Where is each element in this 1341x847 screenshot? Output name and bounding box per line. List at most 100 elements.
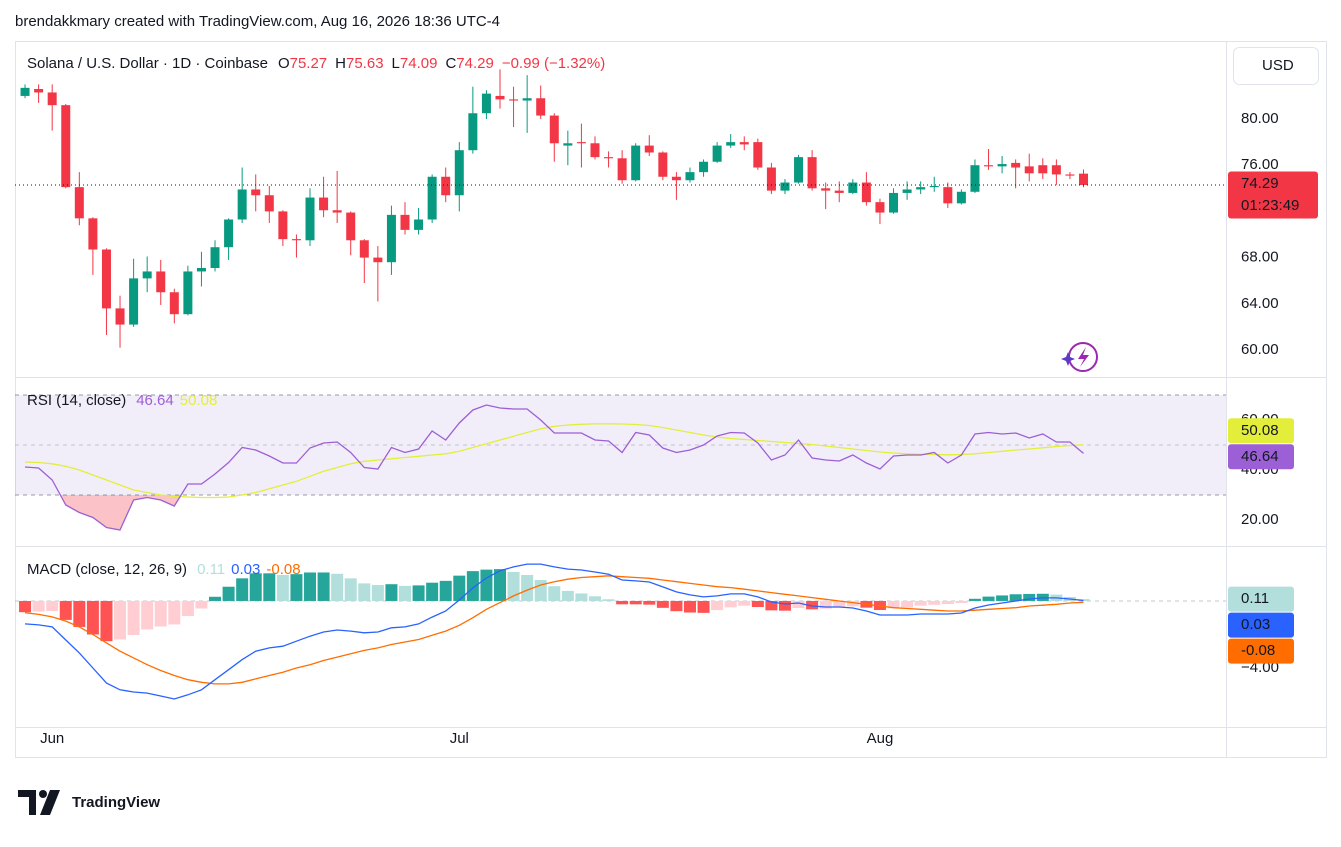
- candle-body: [997, 164, 1007, 167]
- candle-body: [834, 190, 844, 193]
- x-tick-label: Jun: [40, 730, 64, 747]
- macd-value: 0.03: [231, 561, 260, 578]
- candle-body: [956, 191, 966, 204]
- macd-histogram-bar: [114, 600, 127, 640]
- candle-body: [726, 142, 736, 146]
- change: −0.99 (−1.32%): [502, 55, 605, 72]
- brand: TradingView: [72, 794, 160, 811]
- currency[interactable]: USD: [1262, 57, 1294, 74]
- candle-body: [115, 308, 125, 325]
- symbol-title: Solana / U.S. Dollar · 1D · Coinbase: [27, 55, 268, 72]
- brand-logo: [18, 790, 60, 815]
- macd-histogram-bar: [602, 599, 615, 601]
- candle-body: [604, 157, 614, 159]
- macd-histogram-bar: [426, 582, 439, 601]
- macd-histogram-bar: [59, 600, 72, 620]
- macd-histogram-bar: [643, 600, 656, 605]
- candle-body: [1079, 173, 1089, 185]
- macd-histogram-bar: [331, 573, 344, 601]
- macd-histogram-bar: [778, 600, 791, 611]
- candle-body: [142, 271, 152, 279]
- pane: [15, 394, 1226, 531]
- macd-histogram-bar: [399, 585, 412, 601]
- candle-body: [210, 247, 220, 268]
- candle-body: [671, 176, 681, 181]
- macd-signal-value: -0.08: [266, 561, 300, 578]
- logo-part: [39, 790, 47, 798]
- candle-body: [47, 92, 57, 106]
- macd-histogram-bar: [534, 580, 547, 601]
- candle-body: [278, 211, 288, 240]
- macd-axis-label: 0.03: [1241, 616, 1270, 633]
- macd-histogram-bar: [344, 578, 357, 601]
- candle-body: [509, 99, 519, 101]
- candle-body: [549, 115, 559, 144]
- candle-body: [984, 165, 994, 167]
- lightning-icon[interactable]: [1061, 342, 1098, 372]
- macd-histogram-bar: [507, 571, 520, 601]
- macd-histogram-bar: [371, 585, 384, 601]
- macd-histogram-bar: [439, 580, 452, 601]
- candle-body: [427, 176, 437, 220]
- macd-histogram-bar: [263, 573, 276, 601]
- macd-axis-label-box: [1228, 612, 1294, 638]
- macd-histogram-bar: [656, 600, 669, 608]
- candle-body: [536, 98, 546, 116]
- candle-body: [1038, 165, 1048, 174]
- macd-hist-axis-label: 0.11: [1241, 590, 1269, 607]
- candle-body: [156, 271, 166, 293]
- candle-body: [468, 113, 478, 151]
- macd-histogram-bar: [385, 584, 398, 601]
- macd-histogram-bar: [914, 600, 927, 606]
- macd-histogram-bar: [100, 600, 113, 642]
- legend: RSI (14, close) 46.64 50.08: [27, 392, 217, 409]
- candle-body: [346, 212, 356, 241]
- candle-body: [251, 189, 261, 196]
- chart-frame: [15, 41, 1327, 758]
- macd-histogram-bar: [629, 600, 642, 605]
- macd-histogram-bar: [928, 600, 941, 605]
- candle-body: [481, 93, 491, 114]
- candle-body: [441, 176, 451, 196]
- macd-histogram-bar: [181, 600, 194, 617]
- candle-body: [970, 165, 980, 192]
- macd-histogram-bar: [304, 572, 317, 601]
- y-tick-label: 68.00: [1241, 249, 1279, 266]
- macd-histogram-bar: [968, 598, 981, 601]
- candle-body: [780, 182, 790, 191]
- macd-histogram-bar: [575, 593, 588, 601]
- macd-histogram-bar: [941, 600, 954, 604]
- macd-histogram-bar: [493, 569, 506, 601]
- rsi-axis-label: 46.64: [1241, 448, 1279, 465]
- rsi-line: [24, 404, 1084, 531]
- macd-histogram-bar: [86, 600, 99, 635]
- rsi-axis-label-box: [1228, 444, 1294, 470]
- candle-body: [617, 158, 627, 181]
- rsi-band: [15, 395, 1226, 495]
- macd-histogram-bar: [806, 600, 819, 610]
- icon-sparkle[interactable]: [1061, 352, 1075, 366]
- candle-body: [400, 214, 410, 230]
- macd-histogram-bar: [249, 573, 262, 601]
- macd-histogram-bar: [32, 600, 45, 612]
- macd-histogram-bar: [222, 586, 235, 601]
- macd-signal-line: [24, 575, 1084, 685]
- candle-body: [20, 87, 30, 96]
- macd-histogram-bar: [209, 596, 222, 601]
- candle-body: [807, 157, 817, 189]
- rsi-ma-line: [24, 423, 1084, 499]
- candle-body: [902, 189, 912, 193]
- candle-body: [631, 145, 641, 181]
- currency-button[interactable]: [1233, 47, 1319, 85]
- candle-body: [889, 192, 899, 213]
- candle-body: [644, 145, 654, 153]
- candle-body: [386, 214, 396, 263]
- icon-bolt[interactable]: [1078, 347, 1089, 367]
- macd-histogram-bar: [955, 600, 968, 603]
- macd-histogram-bar: [996, 595, 1009, 601]
- candle-body: [875, 202, 885, 213]
- rsi-value: 46.64: [136, 392, 174, 409]
- candle-body: [929, 186, 939, 188]
- macd-histogram-bar: [588, 596, 601, 601]
- macd-hist-value: 0.11: [197, 561, 225, 578]
